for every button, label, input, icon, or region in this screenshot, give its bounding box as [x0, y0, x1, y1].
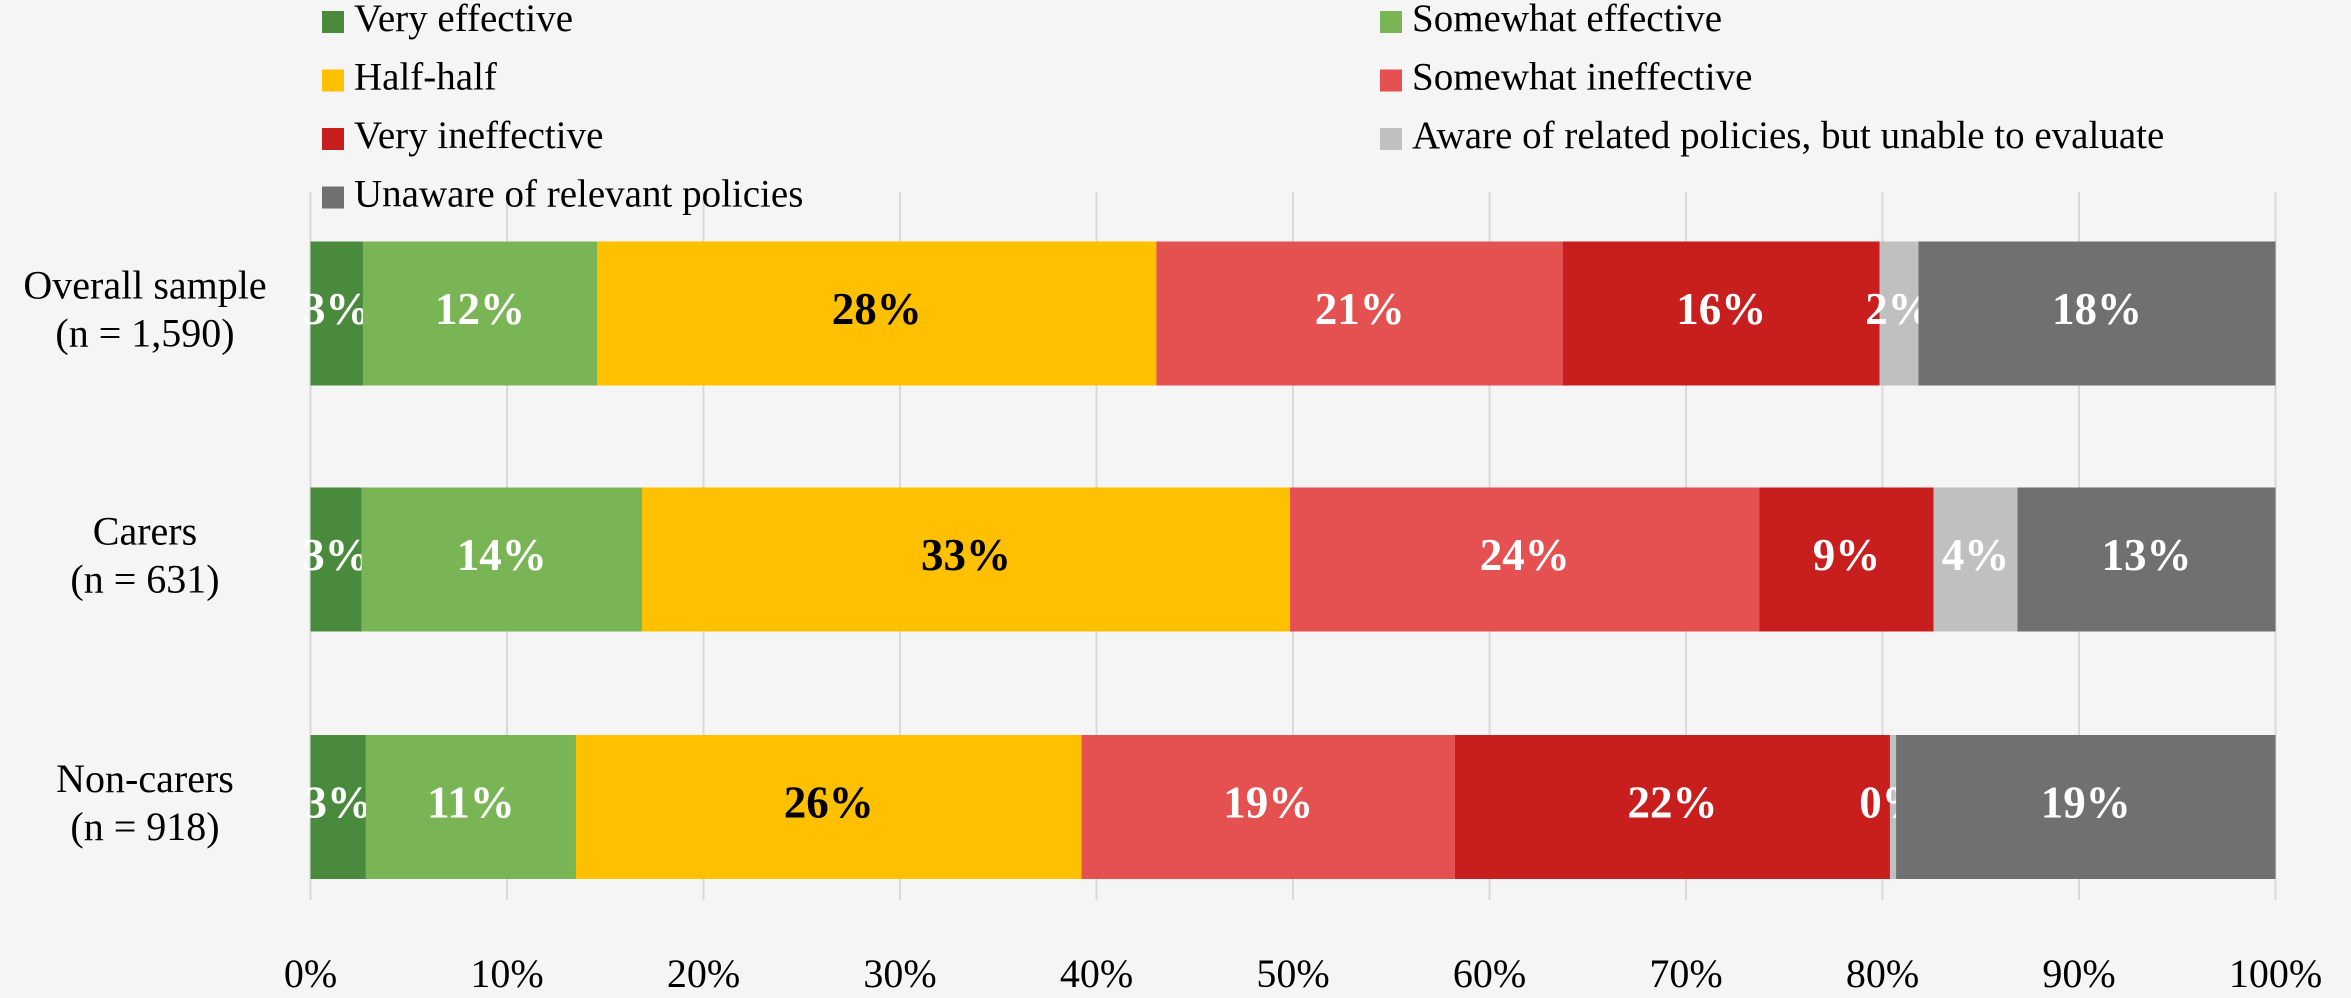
x-tick-label: 60%: [1453, 951, 1526, 996]
data-label: 3%: [302, 530, 370, 580]
data-label: 19%: [1223, 777, 1313, 827]
x-tick-label: 10%: [470, 951, 543, 996]
data-label: 9%: [1813, 530, 1881, 580]
category-label: (n = 1,590): [55, 311, 234, 356]
data-label: 12%: [435, 284, 525, 334]
bar-segment: [575, 735, 1082, 879]
x-tick-label: 30%: [863, 951, 936, 996]
bar-segment: [596, 241, 1157, 386]
bar-segment: [1156, 241, 1563, 386]
x-tick-label: 100%: [2229, 951, 2322, 996]
data-label: 28%: [832, 284, 922, 334]
data-label: 22%: [1627, 777, 1717, 827]
data-label: 16%: [1676, 284, 1766, 334]
legend-label: Aware of related policies, but unable to…: [1412, 114, 2164, 157]
data-label: 18%: [2052, 284, 2142, 334]
bar-segment: [1759, 487, 1934, 632]
legend-swatch: [322, 128, 344, 150]
data-label: 4%: [1942, 530, 2010, 580]
data-label: 14%: [457, 530, 547, 580]
legend-swatch: [322, 186, 344, 209]
bar-segment: [641, 487, 1291, 632]
category-label: (n = 918): [70, 804, 219, 849]
legend-swatch: [322, 69, 344, 92]
legend-swatch: [1380, 11, 1402, 33]
legend-swatch: [1380, 128, 1402, 150]
bar-segment: [310, 241, 363, 386]
x-tick-label: 70%: [1649, 951, 1722, 996]
bar-segment: [1454, 735, 1890, 879]
x-tick-label: 90%: [2042, 951, 2115, 996]
bar-segment: [361, 487, 642, 632]
data-label: 19%: [2041, 777, 2131, 827]
legend-swatch: [1380, 69, 1402, 92]
category-label: (n = 631): [70, 557, 219, 602]
legend-label: Half-half: [354, 55, 497, 98]
data-label: 26%: [784, 777, 874, 827]
legend-swatch: [322, 11, 344, 33]
bar-segment: [310, 487, 362, 632]
x-tick-label: 0%: [284, 951, 337, 996]
x-tick-label: 20%: [667, 951, 740, 996]
category-label: Carers: [93, 509, 197, 554]
data-label: 13%: [2101, 530, 2191, 580]
legend-label: Unaware of relevant policies: [354, 172, 803, 215]
legend-label: Somewhat effective: [1412, 0, 1722, 40]
bar-segment: [1896, 735, 2276, 879]
bar-segment: [1081, 735, 1455, 879]
x-tick-label: 50%: [1256, 951, 1329, 996]
bar-segment: [1933, 487, 2018, 632]
data-label: 24%: [1480, 530, 1570, 580]
data-label: 11%: [427, 777, 515, 827]
legend-label: Very ineffective: [354, 114, 603, 157]
bar-segment: [2017, 487, 2276, 632]
bar-segment: [365, 735, 576, 879]
bar-segment: [1290, 487, 1760, 632]
bar-segment: [1889, 735, 1897, 879]
x-tick-label: 40%: [1060, 951, 1133, 996]
legend-label: Somewhat ineffective: [1412, 55, 1752, 98]
data-label: 3%: [303, 284, 371, 334]
category-label: Non-carers: [56, 756, 234, 801]
bar-segment: [362, 241, 597, 386]
bar-segment: [1562, 241, 1880, 386]
data-label: 3%: [304, 777, 372, 827]
category-label: Overall sample: [23, 263, 266, 308]
bar-segment: [310, 735, 366, 879]
legend-label: Very effective: [354, 0, 573, 40]
bar-segment: [1879, 241, 1919, 386]
data-label: 21%: [1315, 284, 1405, 334]
x-tick-label: 80%: [1846, 951, 1919, 996]
bar-segment: [1918, 241, 2276, 386]
data-label: 33%: [921, 530, 1011, 580]
